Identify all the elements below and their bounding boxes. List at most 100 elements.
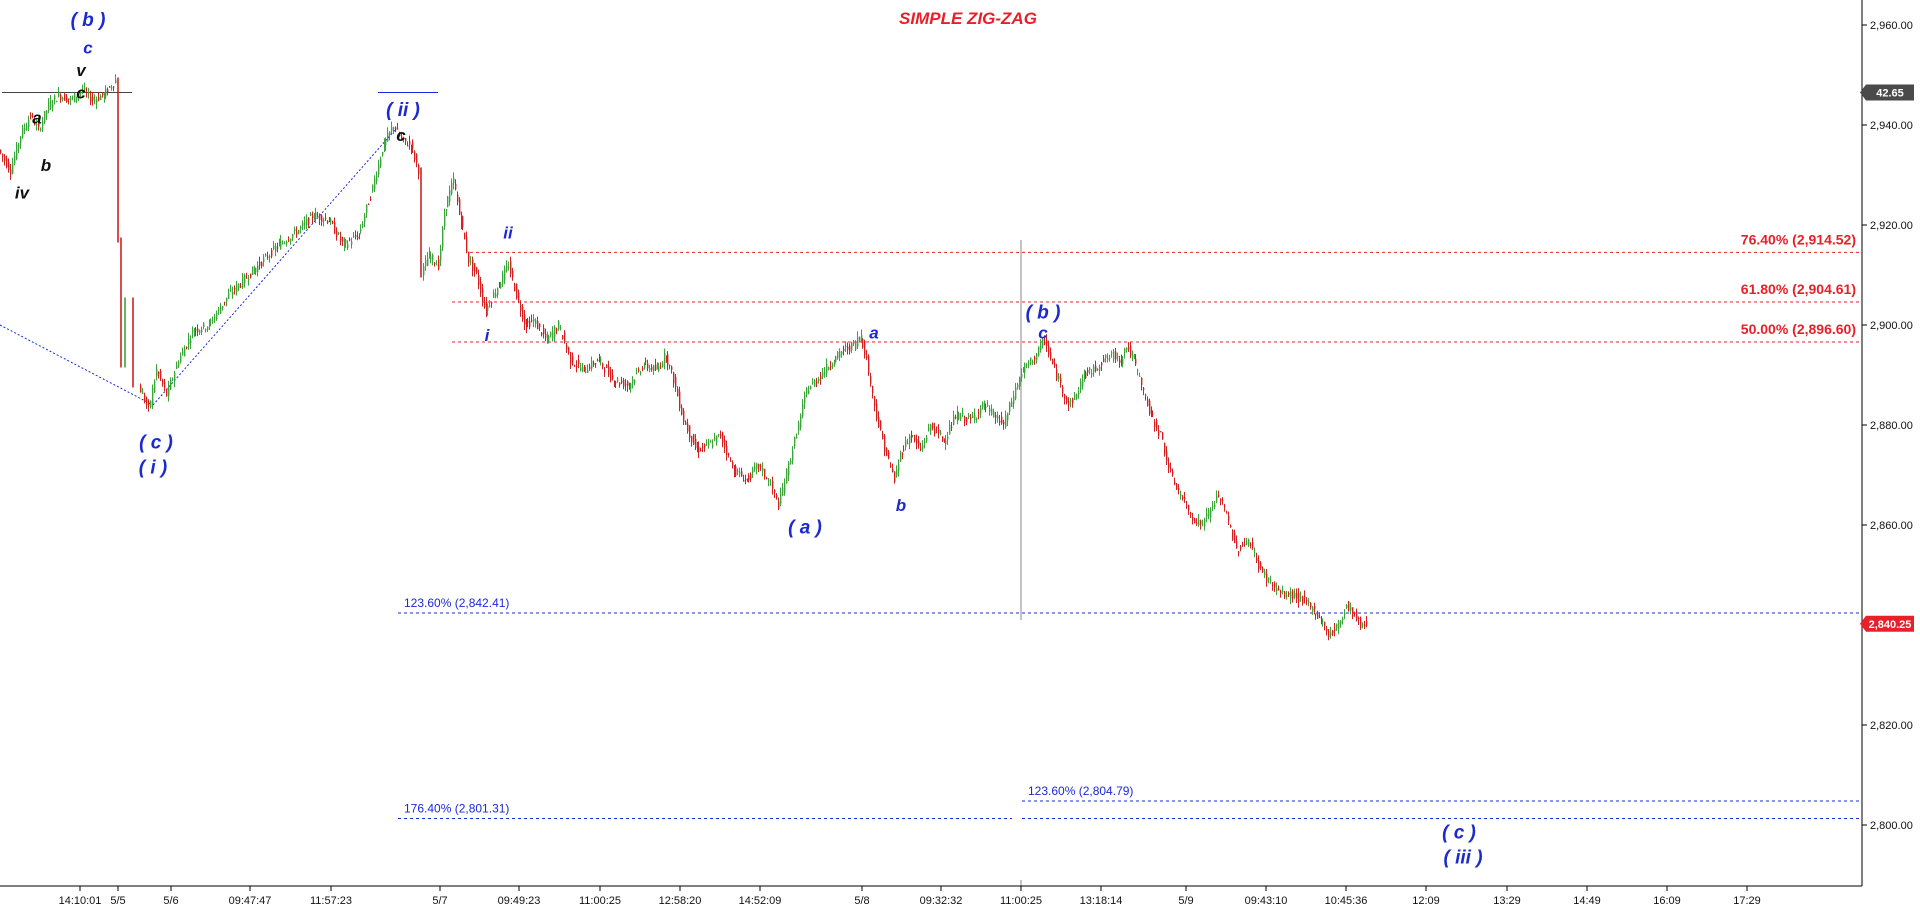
candle-body (914, 435, 916, 441)
candle-body (20, 136, 22, 144)
candle-body (353, 236, 355, 238)
candle-body (290, 239, 292, 242)
candle-body (796, 437, 798, 439)
candle-body (958, 413, 960, 420)
candle-body (1364, 624, 1366, 627)
candle-body (188, 338, 190, 345)
y-tick-label: 2,900.00 (1870, 320, 1913, 332)
candle-body (627, 381, 629, 386)
candle-body (552, 331, 554, 339)
candle-body (391, 126, 393, 132)
candle-body (1302, 596, 1304, 604)
candle-body (199, 330, 201, 334)
candle-body (1352, 607, 1354, 617)
candle-body (1062, 387, 1064, 394)
candle-body (772, 481, 774, 489)
candle-body (486, 302, 488, 313)
candle-body (649, 367, 651, 370)
candle-body (393, 127, 395, 129)
wave-label: ( iii ) (1443, 848, 1482, 869)
price-candles (0, 74, 1368, 641)
candle-body (334, 222, 336, 234)
candle-body (999, 420, 1001, 423)
candle-body (1074, 394, 1076, 400)
candle-body (804, 395, 806, 404)
candle-body (1080, 381, 1082, 390)
candle-body (319, 214, 321, 221)
candle-body (792, 450, 794, 461)
candle-body (259, 261, 261, 266)
x-tick-label: 5/5 (110, 895, 125, 907)
candle-body (745, 478, 747, 480)
trend-lines (0, 92, 438, 406)
candle-body (1068, 401, 1070, 406)
candle-body (242, 276, 244, 288)
candle-body (632, 379, 634, 384)
candle-body (693, 434, 695, 445)
candle-body (814, 380, 816, 387)
candle-body (26, 125, 28, 131)
candle-body (700, 450, 702, 452)
candle-body (1124, 348, 1126, 354)
candle-body (474, 263, 476, 272)
candle-body (427, 257, 429, 266)
candle-body (512, 270, 514, 278)
candle-body (978, 413, 980, 415)
candle-body (638, 370, 640, 372)
candle-body (653, 365, 655, 372)
candle-body (1242, 544, 1244, 546)
candle-body (484, 301, 486, 308)
candle-body (698, 447, 700, 453)
candle-body (255, 268, 257, 273)
candle-body (1200, 520, 1202, 525)
candle-body (178, 363, 180, 367)
candle-body (574, 365, 576, 367)
candle-body (808, 390, 810, 395)
candle-body (1151, 411, 1153, 413)
candle-body (209, 322, 211, 328)
candle-body (493, 292, 495, 298)
candle-body (1058, 376, 1060, 379)
candle-body (88, 91, 90, 94)
candle-body (224, 301, 226, 303)
candle-body (1356, 611, 1358, 620)
candle-body (568, 347, 570, 353)
wave-label: c (396, 126, 406, 145)
candle-body (1214, 504, 1216, 508)
candle-body (244, 274, 246, 284)
candle-body (1264, 571, 1266, 576)
candle-body (562, 335, 564, 340)
candle-body (1308, 601, 1310, 604)
candle-body (545, 333, 547, 338)
wave-label: i (485, 326, 491, 345)
candle-body (232, 292, 234, 295)
candle-body (909, 435, 911, 444)
candle-body (612, 374, 614, 379)
candle-body (140, 385, 142, 393)
candle-body (257, 265, 259, 273)
candle-body (62, 97, 64, 100)
price-label-text: 2,840.25 (1869, 619, 1912, 631)
candle-body (572, 355, 574, 365)
x-tick-label: 16:09 (1653, 895, 1681, 907)
candle-body (634, 380, 636, 383)
candle-body (1218, 495, 1220, 497)
candle-body (1036, 353, 1038, 360)
candle-body (1040, 342, 1042, 351)
candle-body (407, 145, 409, 147)
candle-body (384, 140, 386, 151)
candle-body (667, 354, 669, 366)
candle-body (284, 242, 286, 244)
candle-body (689, 425, 691, 438)
candle-body (40, 129, 42, 131)
candle-body (1082, 379, 1084, 387)
candle-body (896, 469, 898, 476)
candle-body (1240, 546, 1242, 550)
candle-body (750, 473, 752, 480)
candle-body (980, 408, 982, 414)
candle-body (930, 424, 932, 431)
candle-body (357, 236, 359, 239)
candle-body (1354, 612, 1356, 614)
candle-body (109, 86, 111, 88)
candle-body (174, 373, 176, 382)
